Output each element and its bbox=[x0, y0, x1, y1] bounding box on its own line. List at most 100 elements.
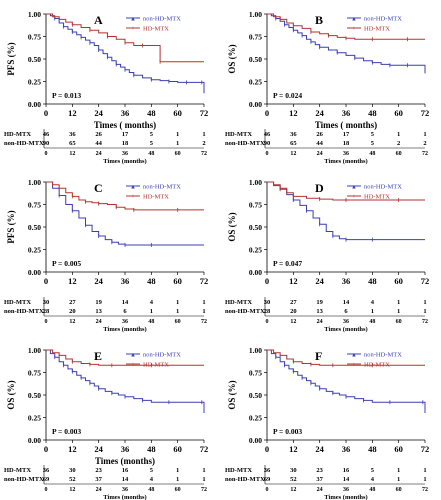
risk-count: 1 bbox=[150, 308, 153, 315]
risk-count: 17 bbox=[343, 131, 350, 138]
panel-f: 0 12 24 36 48 60 72 0.00 0.25 0.50 0.75 1.00 OS (%) F… bbox=[225, 346, 429, 500]
x-tick-label: 36 bbox=[121, 108, 130, 118]
risk-count: 6 bbox=[123, 308, 127, 315]
panel-letter: A bbox=[94, 13, 103, 27]
risk-count: 14 bbox=[122, 476, 129, 483]
x-tick-label: 24 bbox=[94, 108, 103, 118]
risk-row-label: non-HD-MTX bbox=[4, 308, 44, 315]
x-tick-label: 24 bbox=[315, 276, 324, 286]
risk-x-tick-label: 0 bbox=[45, 151, 48, 157]
risk-count: 28 bbox=[43, 308, 50, 315]
legend-marker: ▲ bbox=[130, 353, 136, 359]
risk-count: 36 bbox=[43, 467, 50, 474]
y-tick-label: 0.25 bbox=[28, 246, 41, 255]
risk-count: 37 bbox=[316, 476, 323, 483]
km-curve-non-hd-mtx bbox=[267, 181, 425, 241]
risk-count: 13 bbox=[316, 308, 323, 315]
risk-row-label: HD-MTX bbox=[225, 299, 252, 306]
x-tick-label: 24 bbox=[315, 108, 324, 118]
risk-count: 4 bbox=[150, 299, 154, 306]
risk-count: 90 bbox=[43, 140, 50, 147]
legend-label: HD-MTX bbox=[364, 362, 390, 369]
y-tick-label: 0.75 bbox=[28, 33, 41, 42]
x-tick-label: 12 bbox=[68, 276, 77, 286]
risk-count: 2 bbox=[397, 140, 400, 147]
risk-row-label: non-HD-MTX bbox=[225, 140, 265, 147]
panel-letter: B bbox=[315, 13, 323, 27]
risk-count: 2 bbox=[423, 140, 426, 147]
risk-x-tick-label: 60 bbox=[396, 487, 402, 493]
y-axis-label: OS (%) bbox=[227, 44, 237, 73]
risk-count: 1 bbox=[397, 299, 400, 306]
risk-x-tick-label: 24 bbox=[96, 151, 102, 157]
risk-count: 1 bbox=[202, 308, 205, 315]
risk-x-tick-label: 12 bbox=[69, 487, 75, 493]
legend-label: HD-MTX bbox=[364, 26, 390, 33]
legend-marker: + bbox=[352, 363, 356, 369]
p-value: P = 0.003 bbox=[52, 427, 81, 436]
x-tick-label: 60 bbox=[394, 444, 403, 454]
x-tick-label: 24 bbox=[94, 276, 103, 286]
y-tick-label: 0.50 bbox=[249, 223, 262, 232]
risk-count: 4 bbox=[371, 476, 375, 483]
x-axis-label: Times (months) bbox=[95, 456, 155, 466]
risk-count: 1 bbox=[176, 299, 179, 306]
risk-count: 1 bbox=[397, 131, 400, 138]
risk-x-label: Times (months) bbox=[324, 494, 367, 500]
panel-letter: D bbox=[315, 181, 324, 195]
y-tick-label: 0.00 bbox=[28, 100, 41, 109]
legend-label: non-HD-MTX bbox=[143, 352, 181, 359]
p-value: P = 0.013 bbox=[52, 91, 81, 100]
risk-x-tick-label: 48 bbox=[369, 319, 375, 325]
x-tick-label: 72 bbox=[200, 276, 209, 286]
risk-x-tick-label: 60 bbox=[175, 151, 181, 157]
risk-count: 1 bbox=[202, 467, 205, 474]
legend-label: HD-MTX bbox=[364, 194, 390, 201]
risk-x-tick-label: 0 bbox=[266, 151, 269, 157]
y-tick-label: 0.25 bbox=[249, 246, 262, 255]
risk-x-tick-label: 72 bbox=[422, 487, 428, 493]
x-tick-label: 36 bbox=[121, 444, 130, 454]
risk-x-tick-label: 72 bbox=[201, 319, 207, 325]
y-tick-label: 1.00 bbox=[28, 346, 41, 355]
risk-x-tick-label: 60 bbox=[396, 151, 402, 157]
x-tick-label: 12 bbox=[289, 108, 298, 118]
x-tick-label: 0 bbox=[265, 444, 269, 454]
x-tick-label: 24 bbox=[94, 444, 103, 454]
risk-count: 6 bbox=[344, 308, 348, 315]
risk-count: 5 bbox=[150, 467, 154, 474]
risk-count: 30 bbox=[43, 299, 50, 306]
x-tick-label: 48 bbox=[368, 276, 377, 286]
panel-e: 0 12 24 36 48 60 72 0.00 0.25 0.50 0.75 1.00 OS (%) T… bbox=[4, 346, 208, 500]
x-tick-label: 0 bbox=[44, 444, 48, 454]
risk-x-label: Times (months) bbox=[103, 158, 146, 165]
risk-x-tick-label: 72 bbox=[422, 319, 428, 325]
risk-count: 1 bbox=[176, 308, 179, 315]
legend-marker: + bbox=[131, 363, 135, 369]
risk-count: 4 bbox=[150, 476, 154, 483]
x-tick-label: 24 bbox=[315, 444, 324, 454]
x-tick-label: 12 bbox=[289, 444, 298, 454]
y-tick-label: 0.25 bbox=[28, 78, 41, 87]
km-curve-hd-mtx bbox=[267, 13, 425, 40]
x-tick-label: 60 bbox=[173, 108, 182, 118]
risk-x-label: Times (months) bbox=[103, 326, 146, 333]
x-tick-label: 0 bbox=[44, 276, 48, 286]
risk-x-tick-label: 60 bbox=[175, 319, 181, 325]
risk-row-label: HD-MTX bbox=[4, 467, 31, 474]
p-value: P = 0.024 bbox=[273, 91, 302, 100]
risk-x-tick-label: 60 bbox=[175, 487, 181, 493]
km-curve-hd-mtx bbox=[46, 349, 204, 366]
panel-letter: F bbox=[315, 349, 322, 363]
risk-count: 1 bbox=[176, 467, 179, 474]
risk-x-tick-label: 48 bbox=[148, 487, 154, 493]
x-tick-label: 60 bbox=[173, 444, 182, 454]
x-tick-label: 60 bbox=[394, 276, 403, 286]
y-tick-label: 1.00 bbox=[28, 10, 41, 19]
risk-x-tick-label: 24 bbox=[96, 487, 102, 493]
risk-count: 16 bbox=[122, 467, 129, 474]
km-curve-non-hd-mtx bbox=[46, 181, 204, 246]
y-tick-label: 0.75 bbox=[249, 33, 262, 42]
risk-count: 28 bbox=[264, 308, 271, 315]
risk-count: 1 bbox=[202, 476, 205, 483]
